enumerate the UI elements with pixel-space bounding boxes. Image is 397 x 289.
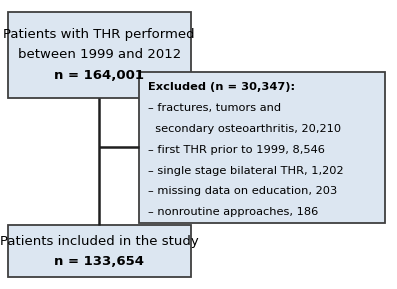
FancyBboxPatch shape — [8, 12, 191, 98]
Text: Patients with THR performed: Patients with THR performed — [4, 28, 195, 40]
Text: – nonroutine approaches, 186: – nonroutine approaches, 186 — [148, 207, 318, 217]
FancyBboxPatch shape — [8, 225, 191, 277]
Text: between 1999 and 2012: between 1999 and 2012 — [17, 49, 181, 61]
Text: – fractures, tumors and: – fractures, tumors and — [148, 103, 281, 113]
Text: – first THR prior to 1999, 8,546: – first THR prior to 1999, 8,546 — [148, 145, 325, 155]
FancyBboxPatch shape — [139, 72, 385, 223]
Text: Patients included in the study: Patients included in the study — [0, 235, 198, 247]
Text: n = 133,654: n = 133,654 — [54, 255, 144, 268]
Text: n = 164,001: n = 164,001 — [54, 69, 144, 82]
Text: – missing data on education, 203: – missing data on education, 203 — [148, 186, 337, 197]
Text: – single stage bilateral THR, 1,202: – single stage bilateral THR, 1,202 — [148, 166, 343, 176]
Text: secondary osteoarthritis, 20,210: secondary osteoarthritis, 20,210 — [148, 124, 341, 134]
Text: Excluded (n = 30,347):: Excluded (n = 30,347): — [148, 82, 295, 92]
